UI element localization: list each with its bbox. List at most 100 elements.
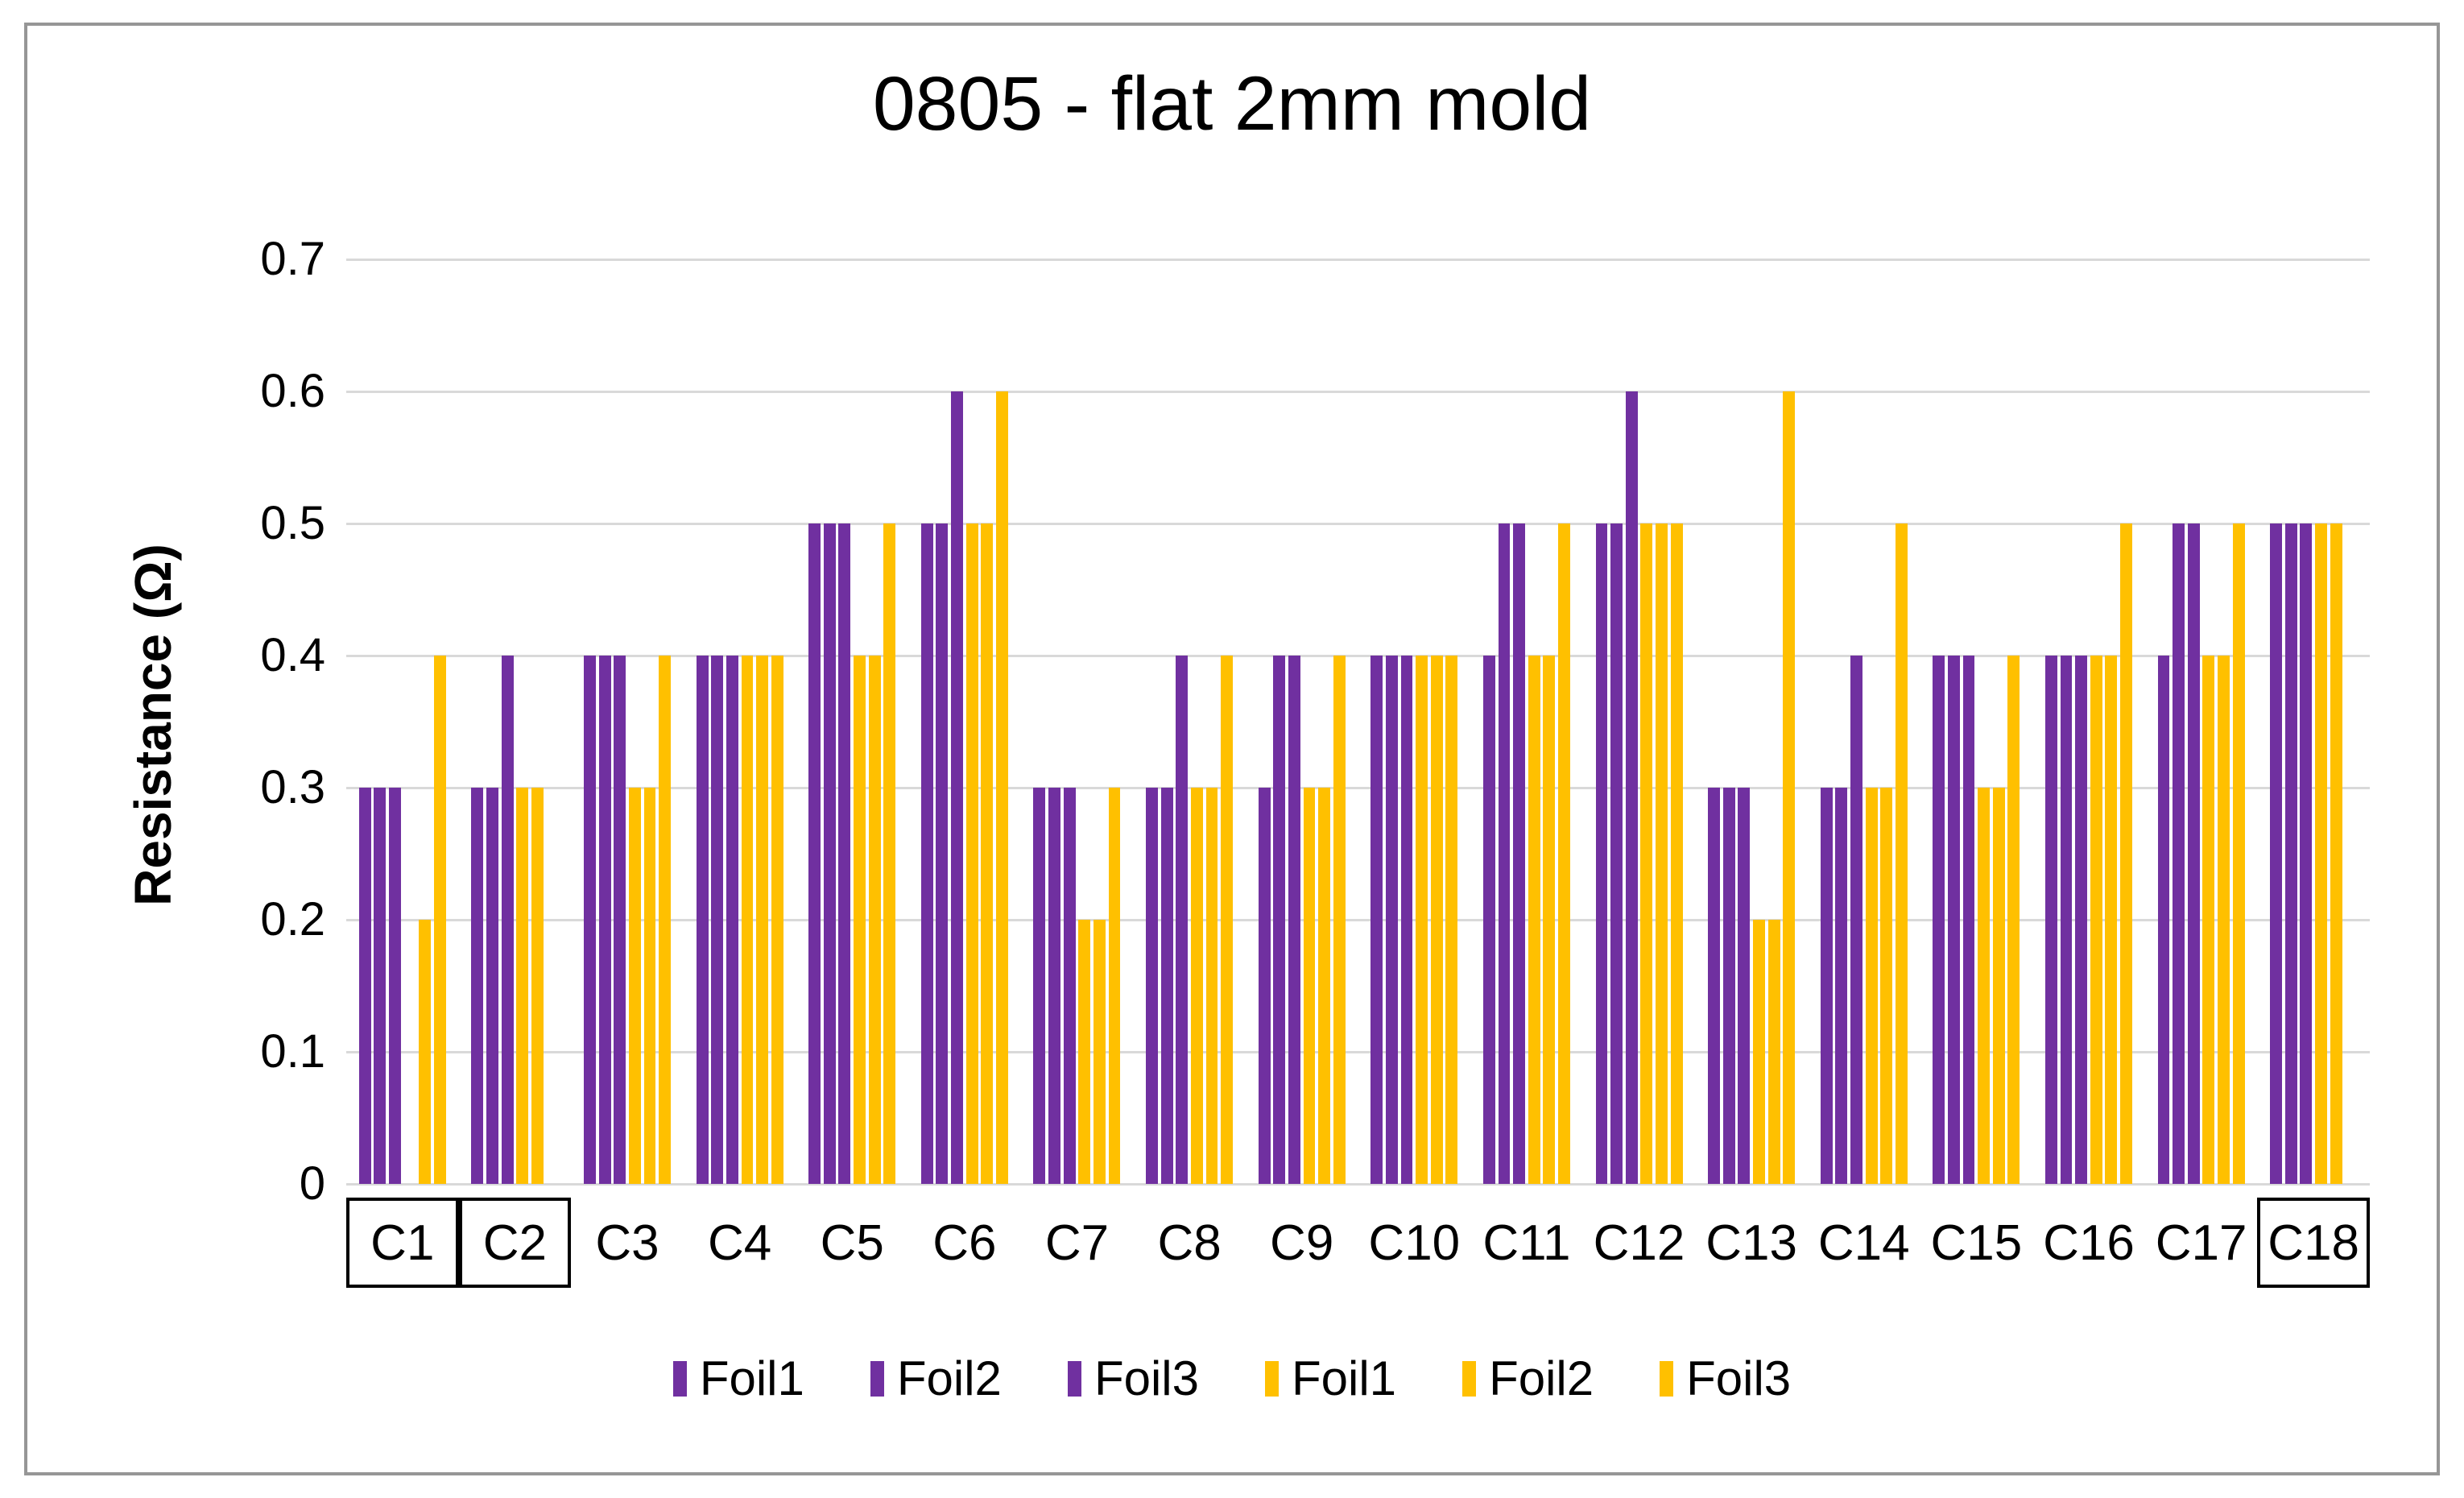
bar-C7-gold-Foil1 [1078, 920, 1091, 1184]
bar-C4-gold-Foil1 [741, 656, 754, 1184]
bar-C14-purple-Foil1 [1820, 788, 1833, 1184]
bar-C12-purple-Foil2 [1610, 523, 1623, 1184]
y-tick-label: 0.1 [260, 1025, 325, 1078]
bar-C14-gold-Foil1 [1865, 788, 1878, 1184]
legend-marker-icon [870, 1361, 884, 1397]
bar-C16-purple-Foil3 [2075, 656, 2088, 1184]
x-category-label-C8: C8 [1157, 1215, 1222, 1271]
bar-C2-purple-Foil2 [486, 788, 498, 1184]
bar-C17-gold-Foil2 [2218, 656, 2230, 1184]
bar-C18-purple-Foil1 [2270, 523, 2283, 1184]
bar-C2-gold-Foil2 [531, 788, 544, 1184]
legend-item-Foil2: Foil2 [1462, 1353, 1594, 1405]
gridline [346, 1182, 2370, 1186]
bar-C8-gold-Foil2 [1205, 788, 1218, 1184]
bar-C5-gold-Foil2 [868, 656, 881, 1184]
bar-C15-purple-Foil2 [1947, 656, 1960, 1184]
bar-C13-purple-Foil1 [1708, 788, 1721, 1184]
legend-marker-icon [1067, 1361, 1081, 1397]
bar-C8-purple-Foil2 [1160, 788, 1173, 1184]
bar-C10-purple-Foil1 [1370, 656, 1383, 1184]
bar-C11-purple-Foil3 [1513, 523, 1526, 1184]
bar-C13-gold-Foil2 [1767, 920, 1780, 1184]
bar-C11-gold-Foil2 [1543, 656, 1556, 1184]
bar-C1-purple-Foil3 [389, 788, 401, 1184]
bar-C11-purple-Foil1 [1482, 656, 1495, 1184]
chart-title: 0805 - flat 2mm mold [872, 61, 1592, 147]
gridline [346, 786, 2370, 789]
bar-C18-purple-Foil3 [2300, 523, 2313, 1184]
x-category-label-C3: C3 [595, 1215, 659, 1271]
bar-C18-gold-Foil1 [2315, 523, 2327, 1184]
x-category-label-C12: C12 [1593, 1215, 1685, 1271]
bar-C7-gold-Foil2 [1093, 920, 1106, 1184]
bar-C1-purple-Foil1 [358, 788, 371, 1184]
gridline [346, 390, 2370, 393]
bar-C4-purple-Foil1 [696, 656, 709, 1184]
bar-C2-gold-Foil1 [516, 788, 529, 1184]
y-tick-label: 0.6 [260, 365, 325, 417]
bar-C9-gold-Foil3 [1333, 656, 1346, 1184]
legend-item-Foil2: Foil2 [870, 1353, 1002, 1405]
plot-area [346, 258, 2370, 1186]
x-category-label-C10: C10 [1368, 1215, 1461, 1271]
bar-C18-purple-Foil2 [2284, 523, 2297, 1184]
bar-C12-gold-Foil3 [1670, 523, 1683, 1184]
y-axis-title: Resistance (Ω) [124, 544, 182, 906]
y-tick-label: 0.7 [260, 233, 325, 285]
bar-C6-gold-Foil1 [965, 523, 978, 1184]
legend-marker-icon [672, 1361, 687, 1397]
x-category-label-C7: C7 [1044, 1215, 1110, 1271]
bar-C6-gold-Foil2 [981, 523, 994, 1184]
x-category-label-C1: C1 [346, 1198, 459, 1288]
bar-C16-purple-Foil1 [2044, 656, 2057, 1184]
bar-C6-purple-Foil1 [920, 523, 933, 1184]
x-category-label-C13: C13 [1705, 1215, 1797, 1271]
y-tick-label: 0.4 [260, 629, 325, 681]
legend-label: Foil1 [1292, 1351, 1397, 1405]
gridline [346, 258, 2370, 261]
bar-C17-gold-Foil3 [2232, 523, 2245, 1184]
bar-C8-purple-Foil1 [1146, 788, 1158, 1184]
bar-C10-gold-Foil2 [1430, 656, 1443, 1184]
legend-label: Foil3 [1094, 1351, 1199, 1405]
bar-C16-gold-Foil2 [2105, 656, 2118, 1184]
bar-C1-gold-Foil2 [419, 920, 432, 1184]
legend-label: Foil2 [896, 1351, 1002, 1405]
bar-C15-gold-Foil3 [2007, 656, 2020, 1184]
bar-C15-gold-Foil2 [1992, 788, 2005, 1184]
bar-C9-gold-Foil2 [1318, 788, 1331, 1184]
bar-C2-purple-Foil3 [501, 656, 514, 1184]
bar-C17-purple-Foil1 [2157, 656, 2170, 1184]
x-category-label-C5: C5 [820, 1215, 884, 1271]
bar-C12-purple-Foil3 [1625, 391, 1638, 1184]
gridline [346, 1050, 2370, 1053]
bar-C4-gold-Foil3 [771, 656, 783, 1184]
bar-C3-gold-Foil2 [643, 788, 656, 1184]
bar-C11-gold-Foil3 [1558, 523, 1570, 1184]
bar-C11-gold-Foil1 [1528, 656, 1540, 1184]
bar-C5-gold-Foil1 [854, 656, 866, 1184]
x-category-label-C14: C14 [1817, 1215, 1910, 1271]
bar-C14-purple-Foil3 [1850, 656, 1862, 1184]
bar-C1-purple-Foil2 [374, 788, 387, 1184]
bar-C16-gold-Foil3 [2120, 523, 2132, 1184]
x-category-label-C17: C17 [2155, 1215, 2247, 1271]
bar-C5-purple-Foil1 [808, 523, 821, 1184]
legend-label: Foil3 [1686, 1351, 1792, 1405]
bar-C17-gold-Foil1 [2202, 656, 2215, 1184]
bar-C14-gold-Foil3 [1895, 523, 1908, 1184]
bar-C10-gold-Foil1 [1416, 656, 1428, 1184]
legend-item-Foil3: Foil3 [1067, 1351, 1199, 1405]
legend-marker-icon [1265, 1361, 1279, 1397]
bar-C17-purple-Foil3 [2187, 523, 2200, 1184]
bar-C10-gold-Foil3 [1445, 656, 1458, 1184]
legend-label: Foil1 [699, 1351, 804, 1405]
x-category-label-C6: C6 [932, 1215, 997, 1271]
x-category-label-C15: C15 [1930, 1215, 2023, 1271]
bar-C9-purple-Foil3 [1288, 656, 1300, 1184]
bar-C8-gold-Foil3 [1221, 656, 1234, 1184]
bar-C8-gold-Foil1 [1190, 788, 1203, 1184]
bar-C18-gold-Foil2 [2330, 523, 2342, 1184]
bar-C13-purple-Foil2 [1722, 788, 1735, 1184]
